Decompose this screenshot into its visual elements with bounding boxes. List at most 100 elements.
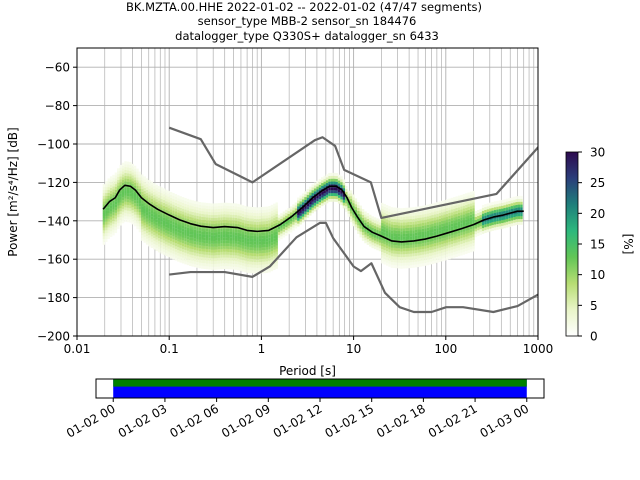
density-bin xyxy=(340,190,343,194)
density-bin xyxy=(409,259,413,263)
density-bin xyxy=(443,225,446,229)
density-bin xyxy=(441,238,444,242)
density-bin xyxy=(467,206,470,210)
density-bin xyxy=(102,233,106,237)
density-bin xyxy=(486,212,490,215)
density-bin xyxy=(215,206,218,210)
density-bin xyxy=(210,220,214,224)
density-bin xyxy=(412,241,415,245)
density-bin xyxy=(241,265,245,269)
density-bin xyxy=(465,204,468,208)
density-bin xyxy=(244,240,247,244)
density-bin xyxy=(232,211,235,215)
density-bin xyxy=(333,175,336,179)
density-bin xyxy=(263,218,266,222)
density-bin xyxy=(349,198,353,202)
density-bin xyxy=(261,227,264,231)
density-bin xyxy=(237,235,240,239)
density-bin xyxy=(405,219,408,223)
density-bin xyxy=(124,169,127,173)
density-bin xyxy=(268,269,271,273)
density-bin xyxy=(268,266,271,270)
density-bin xyxy=(429,241,432,245)
density-bin xyxy=(364,217,367,221)
density-bin xyxy=(321,200,324,204)
density-bin xyxy=(217,266,221,270)
density-bin xyxy=(263,224,266,228)
density-bin xyxy=(508,209,511,213)
density-bin xyxy=(309,203,312,207)
density-bin xyxy=(205,234,209,238)
density-bin xyxy=(455,236,458,240)
density-bin xyxy=(126,178,130,182)
figure-title: BK.MZTA.00.HHE 2022-01-02 -- 2022-01-02 … xyxy=(126,0,482,43)
density-bin xyxy=(361,232,365,236)
density-bin xyxy=(153,229,156,233)
density-bin xyxy=(246,218,250,222)
density-bin xyxy=(421,231,425,235)
density-bin xyxy=(263,255,266,259)
density-bin xyxy=(133,217,137,221)
density-bin xyxy=(460,194,463,198)
density-bin xyxy=(227,266,230,270)
density-bin xyxy=(174,208,178,212)
density-bin xyxy=(210,249,214,253)
density-bin xyxy=(227,240,230,244)
density-bin xyxy=(457,230,461,234)
density-bin xyxy=(347,207,350,211)
density-bin xyxy=(136,171,139,175)
density-bin xyxy=(335,187,338,191)
density-bin xyxy=(160,221,163,225)
density-bin xyxy=(325,174,329,178)
density-bin xyxy=(419,229,422,233)
density-bin xyxy=(198,227,202,231)
density-bin xyxy=(198,202,202,205)
density-bin xyxy=(397,219,401,223)
density-bin xyxy=(136,168,139,172)
density-bin xyxy=(167,239,170,243)
density-bin xyxy=(249,244,252,248)
density-bin xyxy=(347,205,350,209)
timeline-tick-label: 01-02 06 xyxy=(167,401,221,440)
density-bin xyxy=(520,221,523,225)
density-bin xyxy=(239,236,242,240)
density-bin xyxy=(455,219,458,223)
density-bin xyxy=(258,247,262,251)
density-bin xyxy=(150,210,154,214)
density-bin xyxy=(433,240,437,244)
density-bin xyxy=(261,241,264,245)
density-bin xyxy=(405,245,408,249)
density-bin xyxy=(119,219,122,223)
density-bin xyxy=(155,213,158,217)
density-bin xyxy=(426,233,430,237)
density-bin xyxy=(299,218,302,222)
density-bin xyxy=(491,213,494,217)
colorbar-tick-label: 20 xyxy=(590,207,605,221)
density-bin xyxy=(145,204,149,208)
density-bin xyxy=(177,206,180,210)
density-bin xyxy=(409,244,413,248)
density-bin xyxy=(153,237,156,241)
density-bin xyxy=(237,238,240,242)
density-bin xyxy=(196,253,199,257)
density-bin xyxy=(460,246,463,250)
density-bin xyxy=(172,204,175,208)
density-bin xyxy=(424,239,427,243)
density-bin xyxy=(143,239,146,243)
density-bin xyxy=(244,254,247,258)
density-bin xyxy=(109,182,113,186)
density-bin xyxy=(198,245,202,249)
mean-psd-line xyxy=(102,184,524,243)
density-bin xyxy=(145,235,149,239)
density-bin xyxy=(186,236,190,240)
density-bin xyxy=(109,205,113,209)
density-bin xyxy=(126,196,130,200)
density-bin xyxy=(299,221,302,225)
density-bin xyxy=(453,208,456,212)
density-bin xyxy=(448,233,451,237)
density-bin xyxy=(261,250,264,254)
density-bin xyxy=(124,181,127,185)
density-bin xyxy=(133,197,137,201)
density-bin xyxy=(465,248,468,252)
density-bin xyxy=(373,226,377,230)
